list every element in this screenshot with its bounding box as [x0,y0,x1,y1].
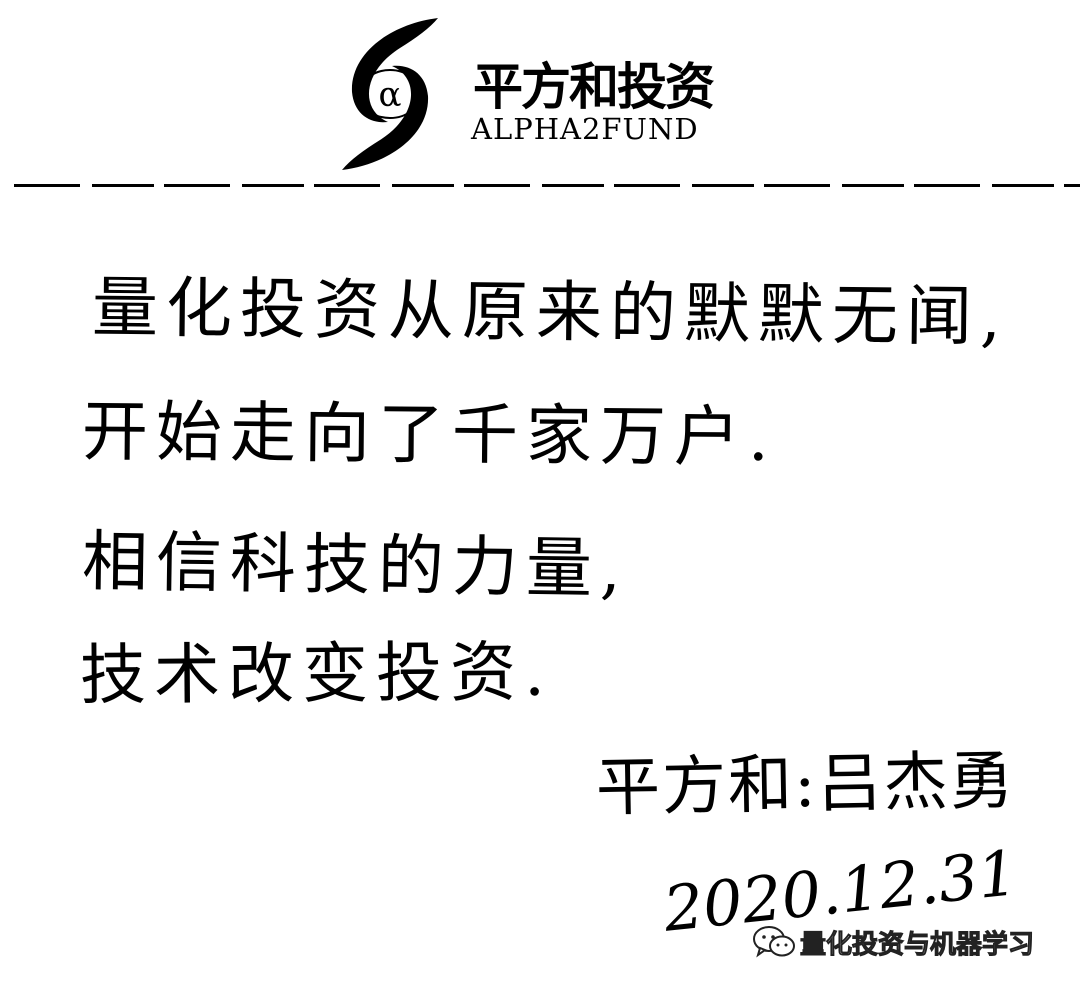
company-logo: α [342,18,438,170]
logo-alpha-symbol: α [379,75,402,115]
letter-line-3: 相信科技的力量, [81,523,630,608]
letter-line-2: 开始走向了千家万户. [81,393,778,477]
watermark-text: 量化投资与机器学习 [799,929,1035,960]
company-name-chinese: 平方和投资 [473,58,715,116]
wechat-icon [753,926,795,958]
letter-line-1: 量化投资从原来的默默无闻, [91,269,1010,356]
letterhead-divider [14,184,1080,187]
watermark: 量化投资与机器学习 [752,922,1035,962]
letter-line-4: 技术改变投资. [79,633,554,714]
signature: 平方和:吕杰勇 [595,744,1017,826]
letterhead: α 平方和投资 ALPHA2FUND [330,14,750,174]
company-name-english: ALPHA2FUND [471,112,699,146]
